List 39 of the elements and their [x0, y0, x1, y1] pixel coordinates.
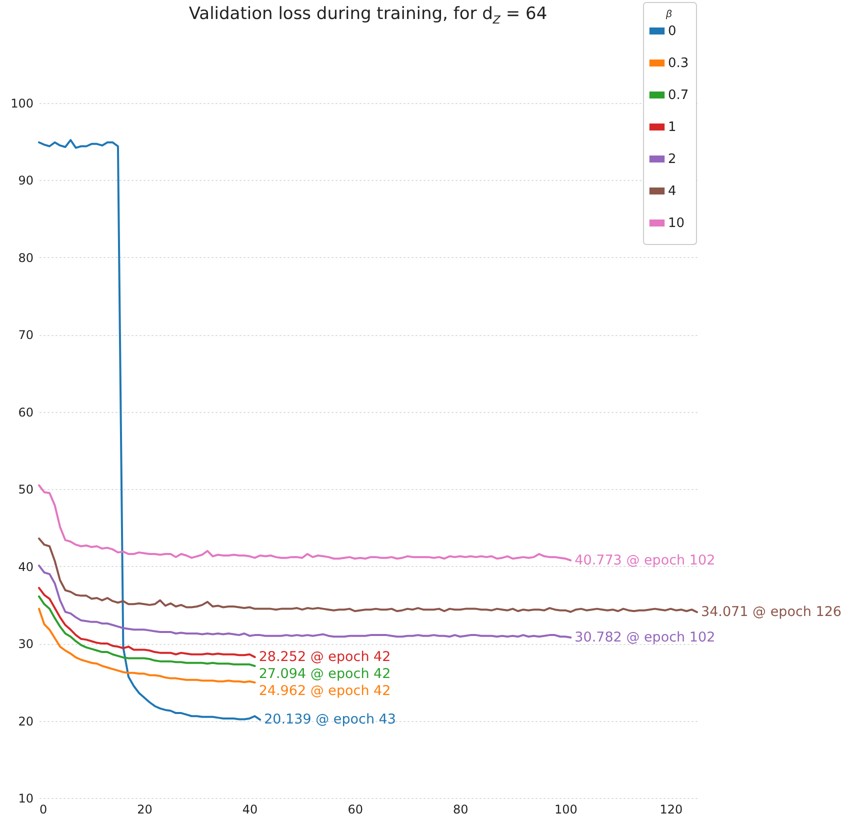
legend-title: β — [665, 9, 672, 20]
y-tick-label: 100 — [10, 96, 34, 110]
line-series — [38, 564, 572, 639]
line-series — [38, 608, 256, 684]
y-tick-label: 50 — [18, 482, 34, 497]
y-tick-label: 70 — [18, 328, 34, 342]
annotation: 40.773 @ epoch 102 — [574, 552, 716, 568]
x-tick-label: 60 — [348, 802, 363, 816]
y-tick-label: 40 — [18, 560, 34, 574]
annotation: 24.962 @ epoch 42 — [258, 683, 391, 700]
y-tick-label: 60 — [18, 405, 34, 420]
legend-label: 2 — [668, 152, 676, 167]
y-tick-label: 30 — [18, 637, 34, 652]
legend-label: 0.7 — [668, 88, 689, 103]
line-series — [38, 484, 572, 562]
annotation: 27.094 @ epoch 42 — [258, 666, 391, 682]
legend-label: 1 — [668, 120, 676, 135]
annotation: 30.782 @ epoch 102 — [574, 630, 716, 646]
y-tick-label: 10 — [18, 792, 34, 806]
annotation: 28.252 @ epoch 42 — [258, 649, 391, 666]
x-tick-label: 80 — [452, 802, 468, 816]
x-tick-label: 20 — [137, 802, 152, 816]
legend-label: 4 — [668, 184, 676, 199]
chart-title: Validation loss during training, for d$_{Z}$ = 64 — [188, 4, 548, 26]
x-tick-label: 120 — [660, 802, 683, 816]
x-tick-label: 100 — [554, 802, 578, 816]
legend-label: 10 — [668, 216, 685, 231]
annotation: 20.139 @ epoch 43 — [264, 712, 396, 728]
line-series — [38, 586, 256, 658]
x-tick-label: 0 — [40, 802, 48, 816]
legend-label: 0 — [668, 24, 676, 39]
legend-label: 0.3 — [668, 56, 689, 71]
y-tick-label: 80 — [18, 250, 34, 265]
line-series — [38, 139, 262, 721]
y-tick-label: 90 — [18, 174, 34, 188]
y-tick-label: 20 — [18, 714, 34, 728]
line-series — [38, 595, 256, 667]
annotation: 34.071 @ epoch 126 — [701, 604, 842, 620]
x-tick-label: 40 — [242, 802, 258, 816]
